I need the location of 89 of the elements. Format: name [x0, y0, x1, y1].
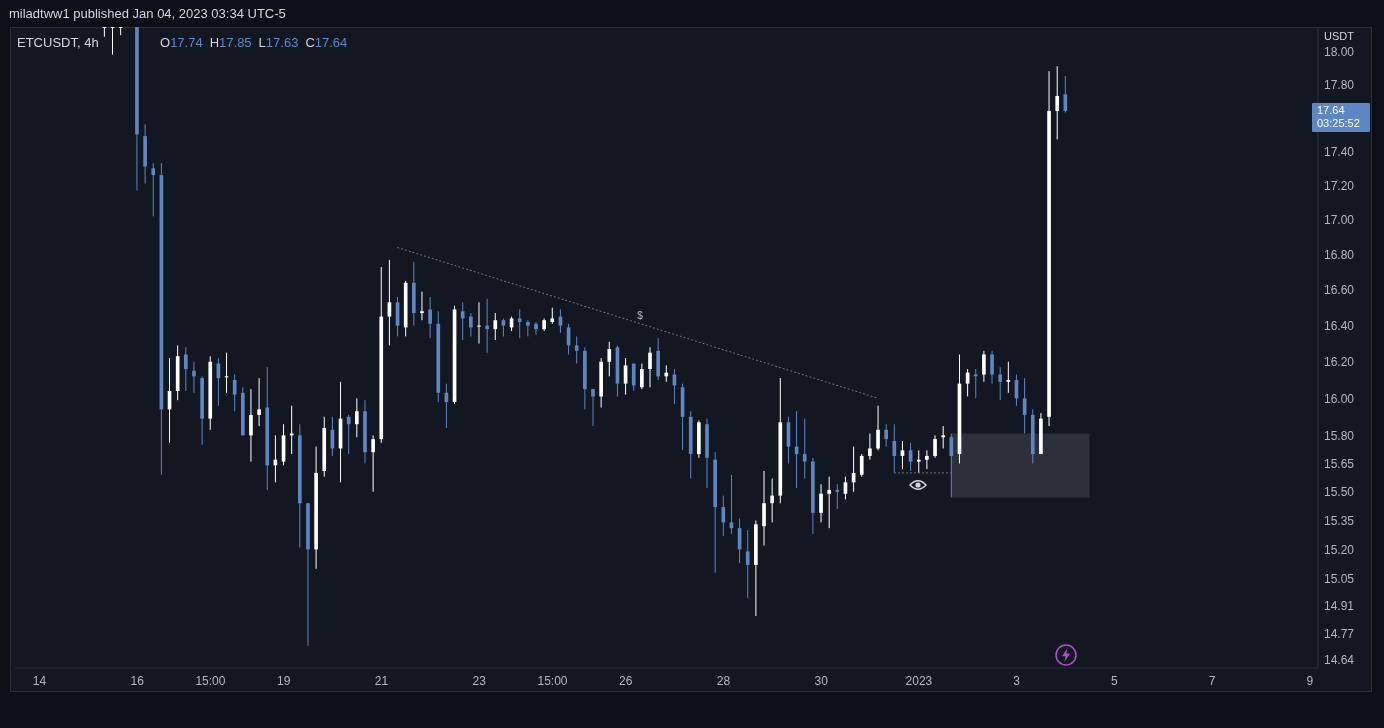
x-tick-label: 7: [1208, 673, 1216, 688]
candlestick: [1055, 65, 1060, 140]
candlestick: [990, 350, 994, 385]
y-tick-label: 15.35: [1324, 513, 1355, 528]
candlestick: [859, 453, 864, 478]
candlestick: [802, 418, 807, 480]
candlestick: [469, 312, 473, 337]
annotation: $: [636, 309, 644, 323]
annotation: 03:25:52: [1317, 116, 1361, 130]
x-tick-label: 14: [32, 673, 47, 688]
y-tick-label: 15.50: [1324, 485, 1355, 500]
candlestick: [892, 423, 897, 474]
candlestick: [884, 423, 889, 448]
candlestick: [355, 397, 359, 438]
x-tick-label: 5: [1111, 673, 1119, 688]
y-tick-label: 15.05: [1324, 571, 1355, 586]
candlestick: [534, 321, 538, 336]
y-tick-label: 15.20: [1324, 542, 1355, 557]
candlestick: [640, 363, 644, 390]
candlestick: [477, 301, 481, 345]
y-tick-label: 15.80: [1324, 428, 1355, 443]
candlestick: [526, 319, 530, 337]
candlestick: [346, 414, 351, 455]
candlestick: [183, 346, 188, 392]
candlestick: [493, 312, 498, 341]
candlestick: [998, 366, 1003, 401]
y-axis-title: USDT: [1324, 30, 1354, 42]
candlestick: [192, 361, 196, 394]
candlestick: [925, 449, 929, 470]
candlestick: [721, 495, 726, 537]
candlestick: [517, 308, 522, 339]
x-tick-label: 28: [716, 673, 731, 688]
candlestick: [868, 433, 872, 461]
candlestick: [420, 291, 424, 321]
x-tick-label: 15:00: [195, 673, 226, 688]
text: ETCUSDT, 4h: [17, 35, 99, 50]
candlestick: [916, 449, 921, 474]
candlestick: [591, 388, 595, 427]
x-tick-label: 23: [472, 673, 487, 688]
text: miladtww1 published Jan 04, 2023 03:34 UTC-5: [9, 6, 286, 21]
candlestick: [607, 341, 612, 377]
candlestick: [770, 478, 774, 523]
x-tick-label: 30: [814, 673, 829, 688]
candlestick: [835, 483, 840, 510]
candlestick: [819, 483, 823, 523]
x-tick-label: 3: [1013, 673, 1021, 688]
y-tick-label: 14.77: [1324, 627, 1355, 642]
candlestick: [933, 434, 937, 459]
y-tick-label: 16.60: [1324, 283, 1355, 298]
candlestick: [949, 433, 954, 499]
y-tick-label: 17.00: [1324, 213, 1355, 228]
candlestick: [249, 388, 253, 463]
y-tick-label: 16.00: [1324, 391, 1355, 406]
candlestick: [232, 373, 237, 412]
x-tick-label: 9: [1306, 673, 1314, 688]
x-tick-label: 19: [277, 673, 291, 688]
candlestick: [151, 162, 156, 217]
candlestick: [876, 405, 880, 451]
y-tick-label: 17.40: [1324, 144, 1355, 159]
candlestick: [745, 529, 750, 599]
annotation: 17.64: [1317, 103, 1346, 117]
y-tick-label: 18.00: [1324, 44, 1355, 59]
x-tick-label: 16: [130, 673, 145, 688]
y-tick-label: 16.20: [1324, 355, 1355, 369]
y-tick-label: 16.80: [1324, 247, 1355, 262]
candlestick: [257, 377, 261, 427]
x-tick-label: 21: [374, 673, 389, 688]
candlestick: [973, 368, 978, 399]
y-tick-label: 15.65: [1324, 456, 1355, 471]
y-tick-label: 14.91: [1324, 599, 1355, 614]
candlestick: [460, 301, 465, 341]
candlestick: [941, 425, 946, 449]
x-tick-label: 15:00: [537, 673, 568, 688]
annotation: O17.74 H17.85 L17.63 C17.64: [160, 35, 348, 50]
y-tick-label: 17.20: [1324, 178, 1355, 193]
candlestick: [648, 346, 652, 388]
candlestick: [371, 434, 375, 493]
candlestick: [485, 298, 489, 354]
candlestick: [982, 350, 986, 383]
candlestick: [574, 335, 579, 365]
y-tick-label: 17.80: [1324, 77, 1355, 92]
candlestick: [428, 296, 432, 339]
y-tick-label: 14.64: [1324, 653, 1355, 668]
candlestick: [762, 470, 766, 547]
x-tick-label: 2023: [905, 673, 933, 688]
y-tick-label: 16.40: [1324, 318, 1355, 333]
candlestick: [827, 476, 831, 529]
x-tick-label: 26: [619, 673, 633, 688]
candlestick: [631, 363, 636, 392]
